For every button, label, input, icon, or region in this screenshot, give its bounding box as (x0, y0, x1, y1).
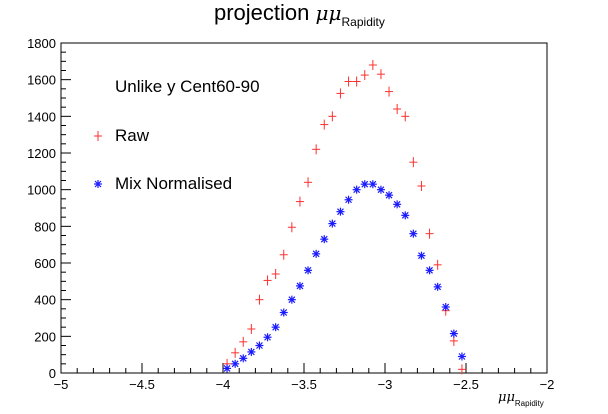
data-point-mix (255, 341, 264, 350)
data-point-mix (344, 195, 353, 204)
data-point-mix (231, 359, 240, 368)
data-point-mix (457, 352, 466, 361)
y-tick-label: 1400 (27, 109, 56, 124)
data-point-mix (352, 185, 361, 194)
data-point-raw (239, 336, 248, 347)
data-point-mix (247, 347, 256, 356)
chart-title-symbol: μμ (315, 1, 342, 25)
data-point-raw (457, 364, 466, 375)
chart-title: projection μμRapidity (214, 0, 385, 29)
y-tick-label: 0 (49, 366, 56, 381)
data-point-mix (401, 211, 410, 220)
data-point-mix (312, 249, 321, 258)
data-point-mix (441, 303, 450, 311)
data-point-raw (344, 76, 353, 87)
x-axis-label-subscript: Rapidity (514, 399, 544, 408)
data-point-mix (393, 200, 402, 209)
data-point-mix (417, 251, 426, 260)
y-tick-label: 1000 (27, 183, 56, 198)
y-tick-label: 600 (34, 256, 56, 271)
data-point-mix (295, 281, 304, 290)
series-mix-normalised (223, 180, 466, 373)
data-point-raw (255, 294, 264, 305)
data-point-raw (401, 111, 410, 122)
data-point-raw (247, 324, 256, 334)
data-point-raw (409, 157, 418, 168)
x-tick-label: −4.5 (129, 377, 155, 392)
x-tick-label: −3 (378, 377, 393, 392)
data-point-mix (239, 354, 248, 363)
data-point-raw (336, 88, 345, 99)
y-tick-label: 1200 (27, 146, 56, 161)
chart-title-text: projection (214, 0, 316, 25)
data-point-raw (376, 69, 385, 80)
legend-markers (94, 131, 102, 188)
series-raw (223, 60, 466, 375)
data-point-mix (368, 180, 377, 189)
x-tick-label: −2 (540, 377, 555, 392)
data-point-raw (417, 181, 426, 191)
legend-header: Unlike y Cent60-90 (115, 77, 260, 96)
data-point-raw (368, 60, 377, 70)
legend-marker-raw (94, 131, 102, 141)
data-point-mix (409, 229, 418, 238)
chart-title-subscript: Rapidity (341, 15, 385, 29)
data-point-raw (279, 249, 288, 260)
y-axis: 0 200 400 600 800 1000 1200 1400 1600 1800 (27, 36, 71, 381)
data-point-raw (320, 119, 329, 130)
y-tick-label: 200 (34, 329, 56, 344)
data-point-mix (360, 180, 369, 189)
y-tick-label: 400 (34, 293, 56, 308)
data-point-raw (263, 275, 272, 286)
data-point-mix (328, 219, 337, 228)
data-point-mix (336, 207, 345, 216)
data-point-raw (231, 347, 240, 358)
data-point-raw (328, 111, 337, 122)
data-point-mix (449, 329, 458, 338)
x-axis-label-symbol: μμ (498, 390, 515, 405)
data-point-mix (279, 308, 288, 317)
legend-label-raw: Raw (115, 126, 150, 145)
data-point-raw (433, 259, 442, 270)
data-point-raw (271, 269, 280, 279)
legend-marker-mix (94, 180, 102, 188)
data-point-raw (312, 144, 321, 155)
data-point-raw (304, 177, 313, 188)
data-point-mix (320, 235, 329, 244)
x-tick-label: −3.5 (291, 377, 317, 392)
data-point-raw (393, 104, 402, 114)
data-point-raw (352, 76, 361, 87)
legend-label-mix: Mix Normalised (115, 174, 233, 193)
y-tick-label: 800 (34, 219, 56, 234)
x-axis: −5 −4.5 −4 −3.5 −3 −2.5 −2 (54, 363, 555, 392)
data-point-mix (271, 323, 280, 332)
x-tick-label: −2.5 (453, 377, 479, 392)
series-layer (223, 60, 466, 375)
data-point-raw (287, 222, 296, 233)
x-tick-label: −4 (216, 377, 231, 392)
y-tick-label: 1600 (27, 73, 56, 88)
x-tick-label: −5 (54, 377, 69, 392)
data-point-mix (425, 266, 434, 275)
x-axis-label: μμRapidity (498, 389, 544, 408)
data-point-mix (385, 191, 394, 200)
data-point-mix (263, 333, 272, 342)
data-point-mix (287, 295, 296, 304)
data-point-raw (385, 86, 394, 97)
data-point-mix (433, 282, 442, 291)
data-point-mix (376, 185, 385, 194)
data-point-mix (223, 364, 232, 373)
data-point-raw (295, 196, 304, 207)
data-point-mix (304, 266, 313, 275)
data-point-raw (425, 228, 434, 239)
data-point-raw (360, 70, 369, 81)
y-tick-label: 1800 (27, 36, 56, 51)
